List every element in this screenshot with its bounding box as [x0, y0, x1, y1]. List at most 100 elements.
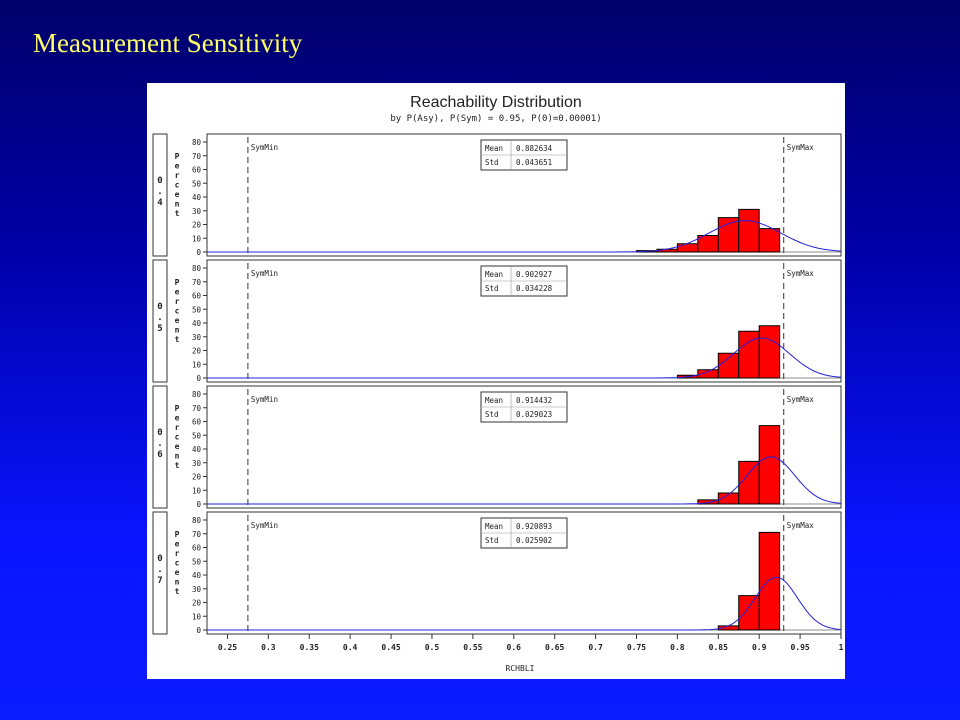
- y-tick-label: 50: [192, 431, 202, 440]
- reference-line-label: SymMin: [251, 143, 278, 152]
- x-tick-label: 0.25: [218, 643, 237, 652]
- y-tick-label: 60: [192, 418, 202, 427]
- panel-label-char: .: [157, 565, 162, 575]
- y-axis-label-char: n: [175, 452, 180, 461]
- x-tick-label: 0.75: [627, 643, 646, 652]
- y-axis-label-char: n: [175, 200, 180, 209]
- panel-label-box: [152, 511, 168, 635]
- y-tick-label: 80: [192, 264, 202, 273]
- stats-value: 0.902927: [516, 270, 552, 279]
- y-axis-label-char: r: [175, 171, 180, 180]
- stats-name: Std: [485, 410, 499, 419]
- panel-label-char: 4: [157, 198, 163, 208]
- y-axis-label-char: r: [175, 423, 180, 432]
- normal-curve: [207, 456, 842, 505]
- x-tick-label: 0.95: [790, 643, 809, 652]
- histogram-bar: [758, 325, 781, 379]
- y-axis-label-char: P: [175, 152, 180, 161]
- x-tick-label: 0.6: [507, 643, 522, 652]
- panel-frame: [206, 259, 842, 383]
- panel-label-char: 0: [157, 176, 162, 186]
- y-axis-label-char: r: [175, 549, 180, 558]
- stats-value: 0.882634: [516, 144, 553, 153]
- y-axis-label-char: r: [175, 297, 180, 306]
- reference-line-label: SymMin: [251, 395, 278, 404]
- y-tick-label: 70: [192, 530, 202, 539]
- chart-title: Reachability Distribution: [410, 94, 582, 111]
- histogram-bar: [758, 531, 781, 631]
- histogram-figure: Reachability Distribution by P(Asy), P(S…: [147, 83, 845, 679]
- y-tick-label: 10: [192, 486, 202, 495]
- stats-value: 0.914432: [516, 396, 552, 405]
- reference-line-label: SymMax: [787, 521, 815, 530]
- panel-frame: [206, 133, 842, 257]
- stats-value: 0.029023: [516, 410, 552, 419]
- panel-label-char: 0: [157, 554, 162, 564]
- y-tick-label: 20: [192, 347, 202, 356]
- y-tick-label: 70: [192, 404, 202, 413]
- y-tick-label: 30: [192, 585, 202, 594]
- y-axis-label-char: t: [175, 209, 180, 218]
- reference-line-label: SymMax: [787, 269, 815, 278]
- histogram-bar: [758, 425, 781, 505]
- chart-subtitle: by P(Asy), P(Sym) = 0.95, P(0)=0.00001): [390, 114, 601, 124]
- y-tick-label: 40: [192, 193, 202, 202]
- histogram-bar: [738, 595, 760, 631]
- y-axis-label-char: c: [175, 559, 180, 568]
- stats-value: 0.034228: [516, 284, 553, 293]
- stats-value: 0.043651: [516, 158, 552, 167]
- y-axis-label-char: e: [175, 414, 180, 423]
- panel-label-char: .: [157, 313, 162, 323]
- y-axis-label-char: e: [175, 540, 180, 549]
- panel-label-char: 5: [157, 324, 162, 334]
- stats-name: Mean: [485, 270, 503, 279]
- histogram-bar: [758, 228, 781, 253]
- panel-label-char: 0: [157, 302, 162, 312]
- y-tick-label: 40: [192, 571, 202, 580]
- y-axis-label-char: e: [175, 442, 180, 451]
- y-axis-label-char: n: [175, 578, 180, 587]
- stats-name: Std: [485, 536, 499, 545]
- reference-line-label: SymMax: [787, 143, 815, 152]
- y-tick-label: 70: [192, 152, 202, 161]
- stats-value: 0.025902: [516, 536, 552, 545]
- y-tick-label: 70: [192, 278, 202, 287]
- slide-title: Measurement Sensitivity: [33, 28, 303, 58]
- x-tick-label: 0.35: [300, 643, 319, 652]
- stats-name: Std: [485, 158, 499, 167]
- y-axis-label-char: e: [175, 288, 180, 297]
- x-tick-label: 0.9: [752, 643, 767, 652]
- x-tick-label: 0.85: [709, 643, 728, 652]
- x-tick-label: 0.4: [343, 643, 358, 652]
- y-axis-label-char: t: [175, 461, 180, 470]
- y-tick-label: 50: [192, 557, 202, 566]
- panel-label-char: .: [157, 187, 162, 197]
- y-tick-label: 0: [196, 248, 201, 257]
- y-tick-label: 10: [192, 612, 202, 621]
- y-axis-label-char: e: [175, 316, 180, 325]
- x-tick-label: 0.3: [261, 643, 276, 652]
- x-axis: 0.25 0.3 0.35 0.4 0.45 0.5 0.55 0.6 0.65 0.7 0.75 0…: [218, 634, 844, 652]
- x-tick-label: 0.55: [463, 643, 482, 652]
- y-tick-label: 80: [192, 516, 202, 525]
- y-tick-label: 50: [192, 179, 202, 188]
- stats-name: Mean: [485, 522, 503, 531]
- y-tick-label: 60: [192, 166, 202, 175]
- panel-label-box: [152, 259, 168, 383]
- y-axis-label-char: c: [175, 181, 180, 190]
- stats-name: Mean: [485, 396, 503, 405]
- y-tick-label: 30: [192, 459, 202, 468]
- histogram-bar: [676, 243, 699, 253]
- x-tick-label: 1: [839, 643, 844, 652]
- x-axis-label: RCHBLI: [506, 664, 535, 673]
- y-tick-label: 0: [196, 626, 201, 635]
- panel-label-char: .: [157, 439, 162, 449]
- x-tick-label: 0.7: [588, 643, 603, 652]
- normal-curve: [207, 337, 842, 379]
- stats-name: Std: [485, 284, 499, 293]
